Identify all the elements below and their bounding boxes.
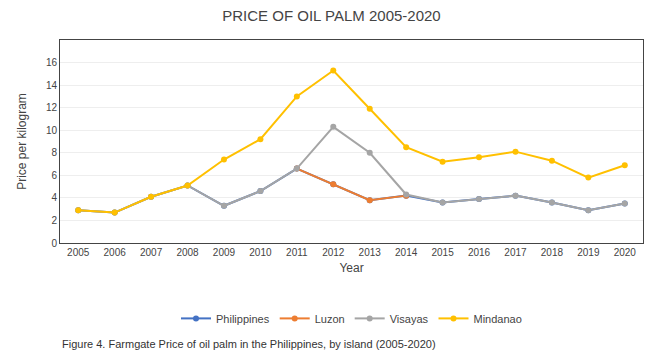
svg-text:8: 8: [51, 147, 57, 158]
svg-text:2008: 2008: [176, 247, 199, 258]
svg-text:2006: 2006: [104, 247, 127, 258]
svg-text:2013: 2013: [359, 247, 382, 258]
svg-text:6: 6: [51, 170, 57, 181]
svg-text:10: 10: [46, 125, 58, 136]
svg-text:Philippines: Philippines: [216, 313, 270, 325]
svg-text:14: 14: [46, 80, 58, 91]
svg-text:2010: 2010: [249, 247, 272, 258]
svg-text:0: 0: [51, 238, 57, 249]
svg-text:Figure 4. Farmgate Price of oi: Figure 4. Farmgate Price of oil palm in …: [62, 338, 436, 350]
svg-text:2005: 2005: [67, 247, 90, 258]
svg-text:Luzon: Luzon: [315, 313, 345, 325]
svg-text:16: 16: [46, 57, 58, 68]
svg-text:Mindanao: Mindanao: [474, 313, 522, 325]
svg-text:2014: 2014: [395, 247, 418, 258]
svg-text:2012: 2012: [322, 247, 345, 258]
svg-text:2016: 2016: [468, 247, 491, 258]
svg-text:Price per kilogram: Price per kilogram: [15, 93, 29, 190]
svg-text:2017: 2017: [504, 247, 527, 258]
svg-text:4: 4: [51, 192, 57, 203]
svg-text:2011: 2011: [286, 247, 308, 258]
svg-text:2007: 2007: [140, 247, 163, 258]
svg-text:2009: 2009: [213, 247, 236, 258]
svg-text:2: 2: [51, 215, 57, 226]
svg-text:12: 12: [46, 102, 58, 113]
svg-text:Year: Year: [339, 261, 363, 275]
svg-text:2020: 2020: [614, 247, 637, 258]
svg-text:2015: 2015: [431, 247, 454, 258]
svg-text:2019: 2019: [577, 247, 600, 258]
svg-text:2018: 2018: [541, 247, 564, 258]
svg-text:PRICE OF OIL PALM 2005-2020: PRICE OF OIL PALM 2005-2020: [222, 7, 440, 24]
svg-text:Visayas: Visayas: [390, 313, 429, 325]
